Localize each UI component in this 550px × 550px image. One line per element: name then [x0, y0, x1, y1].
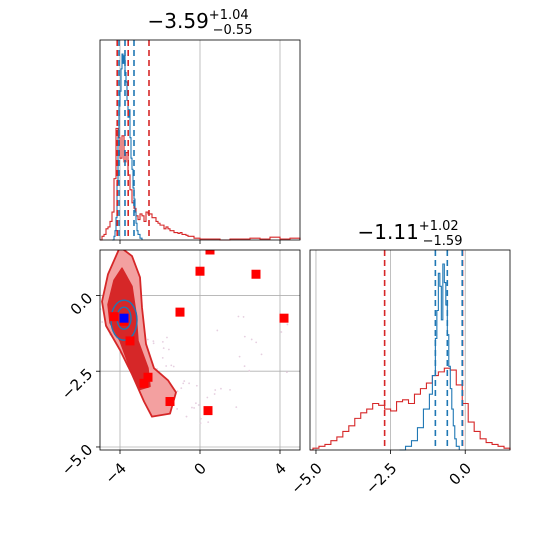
joint-sample-dot [161, 340, 164, 343]
joint-sample-dot [235, 406, 238, 409]
joint-red-marker [125, 336, 135, 346]
hist-param2-frame [309, 249, 511, 451]
joint-sample-dot [182, 382, 185, 385]
joint-sample-dot [170, 364, 173, 367]
joint-sample-dot [243, 335, 246, 338]
joint-red-marker [203, 406, 213, 416]
joint-red-marker [175, 307, 185, 317]
joint-red-marker [139, 378, 149, 388]
joint-sample-dot [101, 321, 104, 323]
joint-sample-dot [183, 380, 186, 382]
joint-sample-dot [167, 348, 170, 351]
joint-sample-dot [152, 340, 155, 343]
hist-param2-red-series [310, 367, 511, 451]
joint-sample-dot [191, 406, 193, 409]
joint-sample-dot [194, 402, 197, 405]
hist-param1-panel: −3.59+1.04 −0.55 [99, 8, 301, 244]
joint-sample-dot [162, 347, 165, 350]
joint-sample-dot [199, 422, 202, 424]
joint-sample-dot [229, 388, 231, 391]
joint-sample-dot [255, 341, 258, 344]
joint-sample-dot [280, 331, 283, 333]
param2-title: −1.11+1.02 −1.59 [358, 219, 463, 249]
joint-sample-dot [286, 323, 289, 326]
joint-sample-dot [250, 338, 253, 341]
hist-param2-panel: −5.0 −2.5 0.0 −1.11+1.02 −1.59 [287, 219, 511, 498]
joint-sample-dot [188, 382, 190, 385]
joint-sample-dot [176, 390, 179, 393]
joint-sample-dot [180, 387, 183, 390]
joint-sample-dot [195, 384, 198, 387]
joint-sample-dot [243, 365, 246, 368]
joint-red-marker [205, 250, 215, 255]
joint-sample-dot [176, 408, 179, 410]
joint-sample-dot [172, 365, 175, 368]
joint-sample-dot [161, 356, 164, 359]
joint-sample-dot [193, 407, 195, 409]
joint-sample-dot [199, 417, 202, 420]
joint-sample-dot [185, 415, 188, 418]
joint-red-marker [279, 313, 289, 323]
joint-sample-dot [214, 389, 217, 391]
joint-red-marker [109, 312, 119, 322]
joint-sample-dot [285, 371, 288, 374]
joint-sample-dot [260, 353, 263, 356]
joint-blue-marker [119, 313, 129, 323]
joint-sample-dot [206, 396, 209, 399]
joint-sample-dot [242, 316, 245, 318]
joint-red-marker [143, 372, 153, 382]
hist-param1-red-series [100, 127, 301, 241]
joint-sample-dot [207, 421, 210, 424]
joint-red-marker [251, 269, 261, 279]
joint-sample-dot [152, 342, 155, 345]
joint-sample-dot [238, 355, 241, 358]
joint-sample-dot [216, 329, 219, 332]
joint-sample-dot [197, 404, 200, 406]
joint-sample-dot [213, 393, 216, 395]
joint-sample-dot [166, 336, 168, 339]
joint-sample-dot [146, 338, 149, 341]
param1-title: −3.59+1.04 −0.55 [148, 8, 253, 38]
joint-sample-dot [237, 315, 240, 318]
joint-sample-dot [248, 369, 251, 372]
joint-sample-dot [220, 387, 222, 390]
hist-param2-blue-series [399, 263, 460, 451]
hist-param1-blue-series [112, 53, 143, 241]
joint-contour-inner [107, 267, 151, 391]
joint-red-marker [165, 397, 175, 407]
joint-red-marker [195, 266, 205, 276]
joint-sample-dot [165, 365, 168, 367]
